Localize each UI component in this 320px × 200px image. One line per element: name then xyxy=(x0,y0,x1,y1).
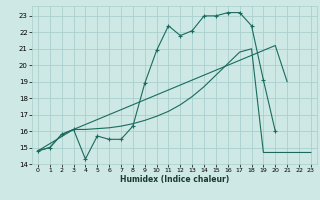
X-axis label: Humidex (Indice chaleur): Humidex (Indice chaleur) xyxy=(120,175,229,184)
